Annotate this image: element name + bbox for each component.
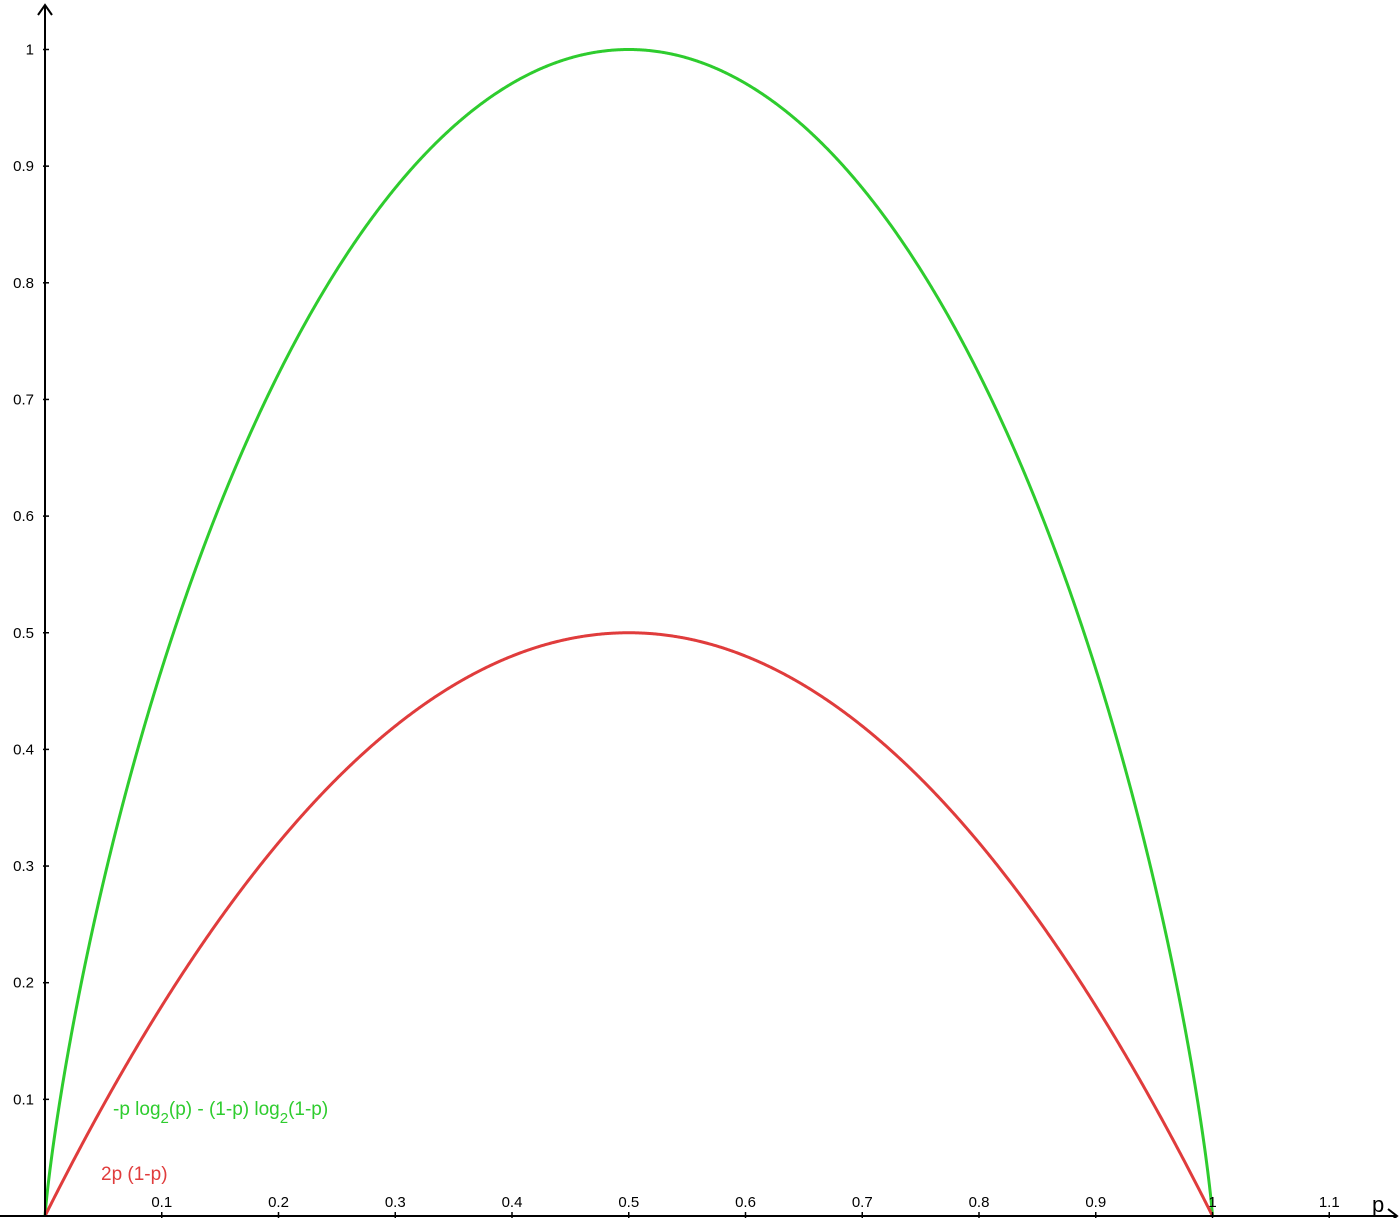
y-tick-label: 0.8 [13, 275, 34, 292]
x-tick-label: 1.1 [1319, 1194, 1340, 1211]
curves-group [43, 48, 1214, 1217]
x-tick-label: 0.4 [502, 1194, 523, 1211]
y-tick-label: 0.5 [13, 625, 34, 642]
y-tick-label: 0.3 [13, 858, 34, 875]
label-text: (p) - (1-p) log [169, 1099, 280, 1120]
label-text: -p log [113, 1099, 161, 1120]
label-text: 2p (1-p) [101, 1164, 168, 1185]
axes-group: p [0, 3, 1399, 1218]
entropy-curve [43, 48, 1214, 1217]
x-tick-label: 0.6 [735, 1194, 756, 1211]
label-subscript: 2 [280, 1110, 288, 1127]
y-tick-label: 0.6 [13, 508, 34, 525]
gini-curve [43, 631, 1214, 1217]
x-axis-label: p [1372, 1192, 1384, 1217]
y-tick-label: 1 [26, 42, 34, 59]
y-tick-label: 0.1 [13, 1091, 34, 1108]
x-tick-label: 0.3 [385, 1194, 406, 1211]
x-tick-label: 0.2 [268, 1194, 289, 1211]
y-tick-label: 0.7 [13, 391, 34, 408]
label-text: (1-p) [288, 1099, 328, 1120]
x-tick-label: 0.5 [618, 1194, 639, 1211]
y-tick-label: 0.4 [13, 741, 34, 758]
y-axis-arrow-icon [37, 3, 53, 16]
label-subscript: 2 [161, 1110, 169, 1127]
gini-curve-label: 2p (1-p) [101, 1164, 168, 1185]
x-tick-label: 0.1 [151, 1194, 172, 1211]
x-tick-label: 1 [1208, 1194, 1216, 1211]
ticks-group: 0.1 0.2 0.3 0.4 0.5 0.6 0.7 0.8 0.9 1 1.1 0.1 0.2 0.3… [13, 42, 1340, 1218]
y-tick-label: 0.2 [13, 975, 34, 992]
x-tick-label: 0.9 [1085, 1194, 1106, 1211]
curve-labels-group: -p log2(p) - (1-p) log2(1-p) 2p (1-p) [101, 1099, 328, 1185]
x-axis-arrow-icon [1387, 1208, 1399, 1218]
x-tick-label: 0.7 [852, 1194, 873, 1211]
entropy-curve-label: -p log2(p) - (1-p) log2(1-p) [113, 1099, 328, 1127]
x-tick-label: 0.8 [969, 1194, 990, 1211]
y-tick-label: 0.9 [13, 158, 34, 175]
